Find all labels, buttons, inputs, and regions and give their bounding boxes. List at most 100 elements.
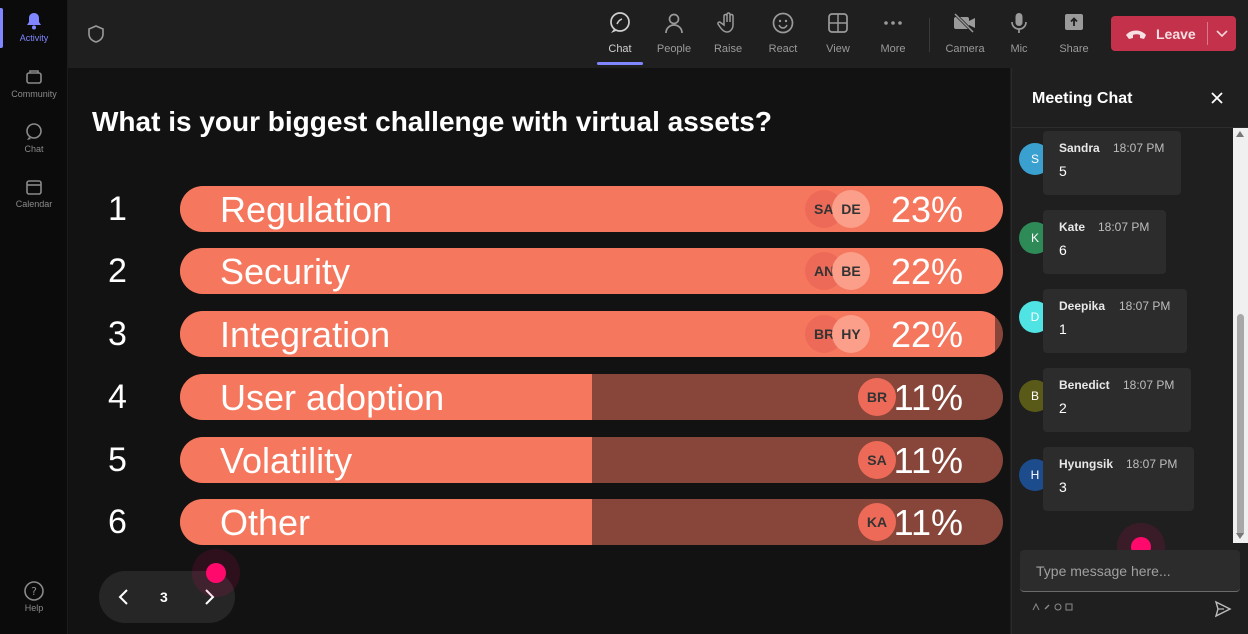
- toolbar-mic-label: Mic: [1010, 43, 1028, 55]
- chat-message[interactable]: Sandra 18:07 PM 5: [1043, 131, 1181, 195]
- leave-separator: [1207, 22, 1208, 45]
- poll-option-bar: Volatility SA 11%: [180, 437, 1003, 483]
- chat-header-divider: [1012, 127, 1248, 128]
- toolbar-raise-button[interactable]: Raise: [702, 10, 754, 62]
- people-icon: [661, 10, 687, 36]
- poll-option-label: Security: [220, 251, 351, 292]
- chat-message[interactable]: Hyungsik 18:07 PM 3: [1043, 447, 1194, 511]
- emoji-icon[interactable]: [1054, 603, 1062, 611]
- rail-item-activity[interactable]: Activity: [0, 2, 68, 52]
- chat-message[interactable]: Benedict 18:07 PM 2: [1043, 368, 1191, 432]
- send-icon[interactable]: [1214, 600, 1232, 618]
- rail-item-help[interactable]: ? Help: [0, 572, 68, 622]
- chat-sender-name: Benedict: [1059, 378, 1110, 392]
- chat-timestamp: 18:07 PM: [1126, 457, 1178, 471]
- chevron-right-icon[interactable]: [198, 586, 220, 608]
- chevron-down-icon[interactable]: [1213, 24, 1231, 42]
- poll-option-rank: 2: [108, 252, 127, 290]
- poll-option-bar: Other KA 11%: [180, 499, 1003, 545]
- close-icon[interactable]: [1209, 90, 1225, 106]
- voter-avatar: HY: [832, 315, 870, 353]
- chat-avatar-initial: H: [1030, 468, 1040, 482]
- grid-icon: [825, 10, 851, 36]
- scroll-up-arrow[interactable]: [1236, 131, 1244, 137]
- toolbar-people-label: People: [656, 43, 692, 55]
- toolbar-more-button[interactable]: More: [867, 10, 919, 62]
- chat-timestamp: 18:07 PM: [1119, 299, 1171, 313]
- poll-option-fill: [180, 499, 592, 545]
- rail-item-label: Calendar: [15, 199, 53, 209]
- rail-item-label: Chat: [24, 144, 44, 154]
- toolbar-chat-button[interactable]: Chat: [594, 10, 646, 62]
- chat-sender-name: Kate: [1059, 220, 1086, 234]
- chat-sender-name: Sandra: [1059, 141, 1100, 155]
- toolbar-share-label: Share: [1059, 43, 1089, 55]
- chat-avatar-initial: B: [1030, 389, 1039, 403]
- poll-option-label: Other: [220, 502, 311, 543]
- chat-message[interactable]: Kate 18:07 PM 6: [1043, 210, 1166, 274]
- chat-message-text: 1: [1059, 321, 1067, 337]
- mic-icon: [1006, 10, 1032, 36]
- chat-title: Meeting Chat: [1032, 90, 1133, 107]
- poll-option-label: Regulation: [220, 189, 393, 230]
- chat-message-text: 5: [1059, 163, 1067, 179]
- leave-label: Leave: [1156, 25, 1196, 42]
- rail-item-chat[interactable]: Chat: [0, 113, 68, 163]
- gif-icon[interactable]: [1065, 603, 1073, 611]
- community-icon: [23, 66, 45, 88]
- chat-message[interactable]: Deepika 18:07 PM 1: [1043, 289, 1187, 353]
- poll-option-fill: [180, 374, 592, 420]
- chat-timestamp: 18:07 PM: [1123, 378, 1175, 392]
- poll-option-rank: 5: [108, 441, 127, 479]
- meeting-toolbar: Chat People Raise React View: [68, 0, 1248, 68]
- toolbar-mic-button[interactable]: Mic: [993, 10, 1045, 62]
- chat-avatar-initial: K: [1030, 231, 1039, 245]
- toolbar-raise-label: Raise: [713, 43, 743, 55]
- rail-item-community[interactable]: Community: [0, 58, 68, 108]
- poll-option-label: Integration: [220, 314, 391, 355]
- chat-avatar-initial: D: [1030, 310, 1040, 324]
- chat-compose-box[interactable]: [1020, 550, 1240, 592]
- poll-stage: What is your biggest challenge with virt…: [68, 68, 1010, 634]
- left-rail: Activity Community Chat Calendar ? Help: [0, 0, 68, 634]
- scroll-down-arrow[interactable]: [1236, 533, 1244, 539]
- format-icon[interactable]: [1032, 603, 1040, 611]
- rail-item-label: Community: [11, 89, 57, 99]
- poll-option-rank: 6: [108, 503, 127, 541]
- poll-option-percent: 23%: [890, 189, 963, 230]
- poll-option-row: 4 User adoption BR 11%: [68, 374, 1010, 420]
- toolbar-camera-button[interactable]: Camera: [939, 10, 991, 62]
- chat-message-input[interactable]: [1020, 550, 1240, 592]
- bell-icon: [23, 10, 45, 32]
- poll-option-row: 5 Volatility SA 11%: [68, 437, 1010, 483]
- toolbar-chat-label: Chat: [608, 43, 632, 55]
- meeting-chat-panel: Meeting Chat S Sandra 18:07 PM 5 K Kate 18:07 …: [1011, 68, 1248, 634]
- poll-option-percent: 22%: [890, 314, 963, 355]
- help-icon: ?: [23, 580, 45, 602]
- toolbar-react-button[interactable]: React: [757, 10, 809, 62]
- scroll-thumb[interactable]: [1237, 314, 1244, 536]
- more-dots-icon: [880, 10, 906, 36]
- chat-message-text: 6: [1059, 242, 1067, 258]
- toolbar-view-label: View: [826, 43, 850, 55]
- chat-timestamp: 18:07 PM: [1113, 141, 1165, 155]
- voter-avatar: BE: [832, 252, 870, 290]
- page-number: 3: [160, 589, 168, 605]
- voter-avatar: KA: [858, 503, 896, 541]
- chevron-left-icon[interactable]: [113, 586, 135, 608]
- chat-scrollbar[interactable]: [1233, 128, 1248, 543]
- leave-button[interactable]: Leave: [1111, 16, 1236, 51]
- rail-item-calendar[interactable]: Calendar: [0, 168, 68, 218]
- chat-sender-name: Deepika: [1059, 299, 1106, 313]
- toolbar-view-button[interactable]: View: [812, 10, 864, 62]
- poll-option-bar: Security AN BE 22%: [180, 248, 1003, 294]
- attach-icon[interactable]: [1043, 603, 1051, 611]
- poll-option-bar: User adoption BR 11%: [180, 374, 1003, 420]
- toolbar-people-button[interactable]: People: [648, 10, 700, 62]
- poll-option-label: User adoption: [220, 377, 445, 418]
- smile-icon: [770, 10, 796, 36]
- rail-item-label: Activity: [19, 33, 49, 43]
- toolbar-share-button[interactable]: Share: [1048, 10, 1100, 62]
- shield-icon[interactable]: [86, 24, 106, 44]
